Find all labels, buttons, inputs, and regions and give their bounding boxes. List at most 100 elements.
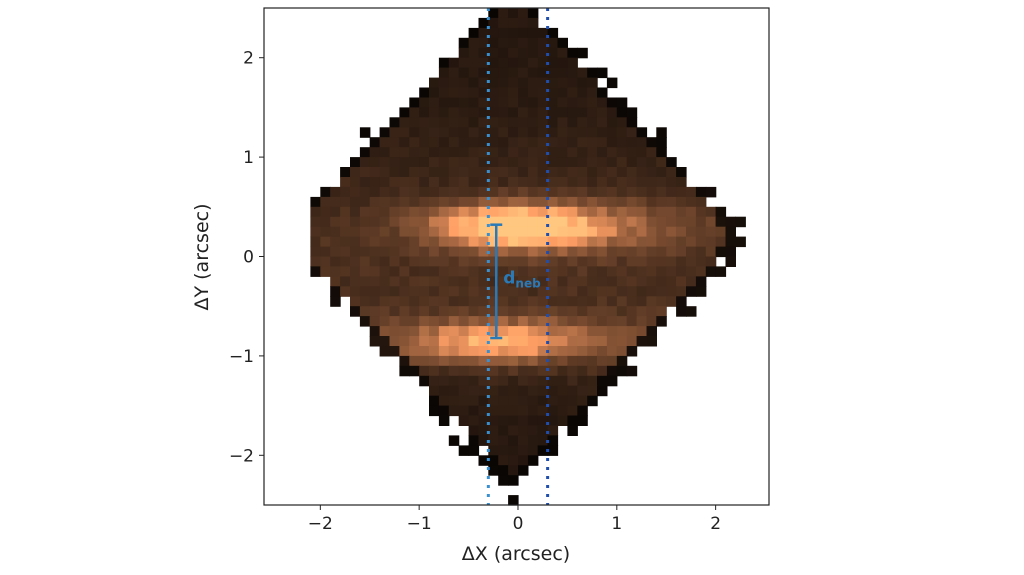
heatmap-cell [557,346,568,357]
heatmap-cell [379,306,391,317]
heatmap-cell [557,57,568,69]
heatmap-cell [527,385,539,397]
heatmap-cell [330,236,341,248]
heatmap-cell [508,177,519,188]
heatmap-cell [478,355,489,367]
heatmap-cell [359,127,371,138]
overlay: dneb [486,8,550,505]
heatmap-cell [577,157,588,168]
heatmap-cell [468,286,480,297]
heatmap-cell [350,246,361,258]
heatmap-cell [508,405,519,417]
heatmap-cell [478,266,489,277]
heatmap-cell [458,336,470,347]
heatmap-cell [695,186,707,198]
heatmap-cell [557,256,568,267]
heatmap-cell [458,117,470,128]
heatmap-cell [429,405,440,417]
heatmap-cell [537,326,549,337]
heatmap-cell [567,157,578,168]
heatmap-cell [350,196,361,208]
heatmap-cell [557,246,568,258]
heatmap-cell [478,236,489,248]
heatmap-cell [616,365,628,377]
heatmap-cell [340,286,351,297]
heatmap-cell [537,27,549,39]
heatmap-cell [310,246,321,258]
heatmap-cell [735,236,746,248]
heatmap-cell [508,465,519,476]
heatmap-cell [527,57,539,69]
heatmap-cell [537,57,549,69]
heatmap-cell [537,405,549,417]
heatmap-cell [725,256,736,267]
heatmap-cell [695,226,707,238]
heatmap-cell [656,276,667,287]
heatmap-cell [518,27,529,39]
heatmap-cell [389,206,400,218]
heatmap-cell [419,286,430,297]
heatmap-cell [587,246,598,258]
heatmap-cell [656,256,667,267]
heatmap-cell [369,336,381,347]
heatmap-cell [369,266,381,277]
heatmap-cell [518,365,529,377]
heatmap-cell [656,226,667,238]
heatmap-cell [537,316,549,327]
heatmap-cell [468,177,480,188]
heatmap-cell [636,286,648,297]
heatmap-cell [438,286,450,297]
heatmap-cell [429,77,440,89]
heatmap-cell [429,306,440,317]
heatmap-cell [458,286,470,297]
heatmap-cell [438,365,450,377]
heatmap-cell [557,365,568,377]
heatmap-cell [587,236,598,248]
heatmap-cell [498,117,509,128]
heatmap-cell [498,167,509,178]
heatmap-cell [567,117,578,128]
heatmap-cell [636,326,648,337]
heatmap-cell [488,365,499,377]
heatmap-cell [597,157,608,168]
heatmap-cell [468,167,480,178]
heatmap-cell [508,355,519,367]
heatmap-cell [666,196,677,208]
heatmap-cell [557,206,568,218]
heatmap-cell [527,216,539,228]
heatmap-cell [518,157,529,168]
heatmap-cell [488,385,499,397]
heatmap-cell [419,326,430,337]
heatmap-cell [458,246,470,258]
heatmap-cell [369,177,381,188]
heatmap-cell [676,226,687,238]
heatmap-cell [567,336,578,347]
heatmap-cell [508,206,519,218]
heatmap-cell [478,395,489,407]
heatmap-cell [715,206,727,218]
heatmap-cell [567,395,578,407]
heatmap-cell [359,316,371,327]
heatmap-cell [399,365,410,377]
heatmap-cell [557,147,568,158]
heatmap-cell [389,346,400,357]
heatmap-cell [547,87,559,98]
heatmap-cell [547,346,559,357]
heatmap-cell [409,236,420,248]
heatmap-cell [587,186,598,198]
heatmap-cell [379,216,391,228]
heatmap-cell [419,276,430,287]
heatmap-cell [468,385,480,397]
heatmap-cell [577,316,588,327]
heatmap-cell [686,196,697,208]
heatmap-cell [686,286,697,297]
heatmap-cell [359,196,371,208]
heatmap-cell [547,375,559,387]
heatmap-cell [310,196,321,208]
heatmap-cell [636,226,648,238]
heatmap-cell [518,346,529,357]
heatmap-cell [310,256,321,267]
heatmap-cell [537,177,549,188]
heatmap-cell [478,286,489,297]
heatmap-cell [695,276,707,287]
